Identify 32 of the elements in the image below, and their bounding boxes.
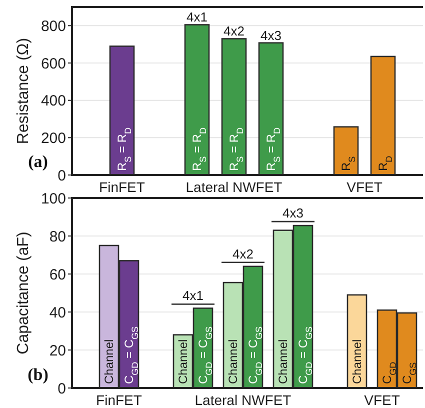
x-tick-label: Lateral NWFET <box>194 392 292 408</box>
x-tick-label: FinFET <box>96 392 142 408</box>
x-tick-label: Lateral NWFET <box>186 179 283 195</box>
y-tick-label: 200 <box>40 130 66 147</box>
annotation: 4x1 <box>182 288 204 304</box>
y-tick-label: 400 <box>40 92 66 110</box>
annotation: 4x2 <box>232 246 254 262</box>
x-tick-label: VFET <box>364 392 400 408</box>
text: Channel <box>350 339 364 384</box>
y-tick-label: 800 <box>40 18 66 35</box>
y-tick-label: 0 <box>58 380 66 398</box>
text: (b) <box>28 365 48 384</box>
annotation: 4x3 <box>260 28 282 43</box>
y-tick-label: 100 <box>40 190 66 208</box>
annotation: 4x3 <box>282 206 304 221</box>
series-label: Channel <box>102 339 116 384</box>
series-label: Channel <box>276 339 290 384</box>
y-tick-label: 80 <box>49 228 66 246</box>
series-label: Channel <box>226 339 240 384</box>
y-axis-title: Capacitance (aF) <box>15 232 32 354</box>
y-axis-title: Resistance (Ω) <box>15 38 32 144</box>
y-tick-label: 20 <box>49 342 66 360</box>
annotation: 4x2 <box>224 24 244 39</box>
x-tick-label: FinFET <box>99 179 146 195</box>
annotation: 4x1 <box>186 10 208 25</box>
y-tick-label: 40 <box>49 304 66 322</box>
y-tick-label: 0 <box>58 167 66 184</box>
y-tick-label: 600 <box>40 55 66 72</box>
y-tick-label: 60 <box>49 266 66 284</box>
x-tick-label: VFET <box>346 179 383 195</box>
text: (a) <box>28 152 48 171</box>
text: Channel <box>176 339 190 384</box>
